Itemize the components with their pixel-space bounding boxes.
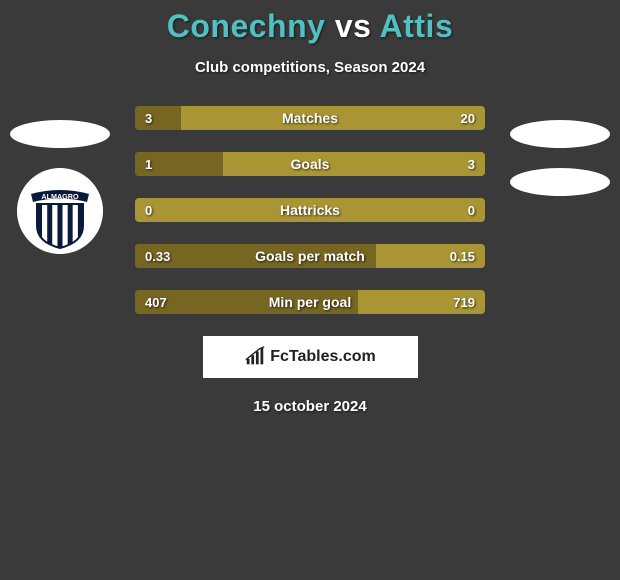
player-right-name: Attis [380, 8, 454, 44]
stat-label: Min per goal [135, 290, 485, 314]
brand-text: FcTables.com [270, 348, 376, 366]
player-left-name: Conechny [167, 8, 326, 44]
stat-label: Goals per match [135, 244, 485, 268]
stat-label: Hattricks [135, 198, 485, 222]
comparison-title: Conechny vs Attis [0, 0, 620, 45]
stat-row: 00Hattricks [135, 198, 485, 222]
stat-label: Goals [135, 152, 485, 176]
stat-row: 0.330.15Goals per match [135, 244, 485, 268]
stat-row: 407719Min per goal [135, 290, 485, 314]
vs-label: vs [335, 8, 372, 44]
comparison-card: Conechny vs Attis Club competitions, Sea… [0, 0, 620, 580]
chart-bars-icon [244, 346, 266, 368]
season-subtitle: Club competitions, Season 2024 [0, 59, 620, 76]
brand-box: FcTables.com [203, 336, 418, 378]
stat-row: 13Goals [135, 152, 485, 176]
date-line: 15 october 2024 [0, 398, 620, 415]
stats-area: 320Matches 13Goals 00Hattricks 0.330.15Goal… [0, 106, 620, 314]
stat-row: 320Matches [135, 106, 485, 130]
stat-label: Matches [135, 106, 485, 130]
